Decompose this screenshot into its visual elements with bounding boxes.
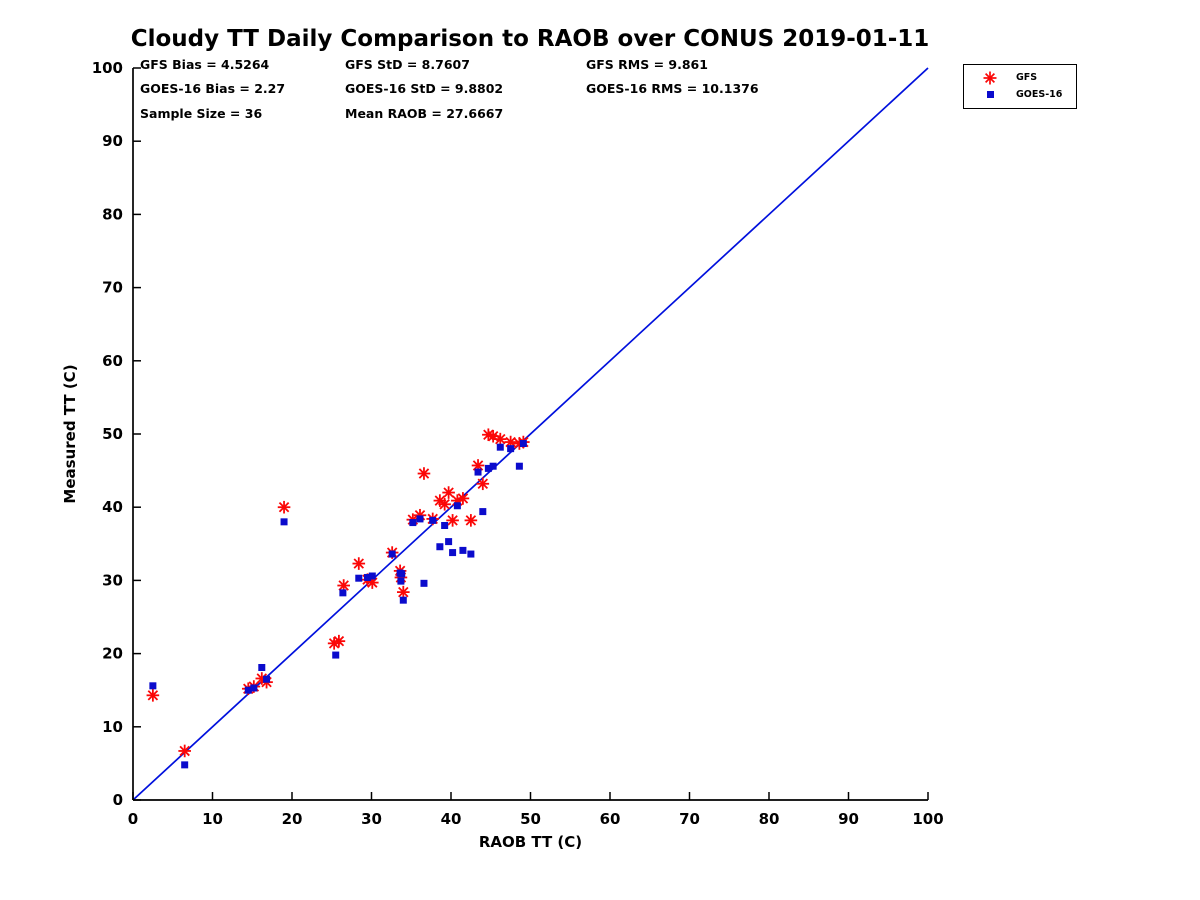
- asterisk-marker-icon: [964, 70, 1016, 86]
- x-tick-label: 80: [759, 810, 780, 828]
- y-tick-label: 70: [102, 279, 123, 297]
- chart-title: Cloudy TT Daily Comparison to RAOB over …: [130, 26, 930, 52]
- x-tick-label: 60: [600, 810, 621, 828]
- y-tick-label: 60: [102, 352, 123, 370]
- goes16-series: [149, 440, 527, 769]
- y-tick-label: 10: [102, 718, 123, 736]
- x-tick-label: 30: [361, 810, 382, 828]
- y-axis-label: Measured TT (C): [61, 364, 79, 503]
- y-tick-label: 100: [92, 59, 123, 77]
- x-tick-label: 20: [282, 810, 303, 828]
- x-axis: 0 10 20 30 40 50 60 70 80 90 100: [128, 792, 944, 828]
- legend-label-goes16: GOES-16: [1016, 89, 1063, 100]
- y-tick-label: 40: [102, 498, 123, 516]
- x-tick-label: 0: [128, 810, 138, 828]
- stat-goes16-rms: GOES-16 RMS = 10.1376: [586, 81, 759, 96]
- legend-label-gfs: GFS: [1016, 72, 1038, 83]
- stat-gfs-std: GFS StD = 8.7607: [345, 57, 470, 72]
- y-tick-label: 50: [102, 425, 123, 443]
- x-axis-label: RAOB TT (C): [479, 833, 582, 851]
- stat-goes16-bias: GOES-16 Bias = 2.27: [140, 81, 286, 96]
- y-tick-label: 80: [102, 205, 123, 223]
- x-tick-label: 70: [679, 810, 700, 828]
- y-tick-label: 90: [102, 132, 123, 150]
- stat-sample-size: Sample Size = 36: [140, 106, 263, 121]
- legend-item-goes16: GOES-16: [964, 86, 1076, 103]
- stat-gfs-rms: GFS RMS = 9.861: [586, 57, 708, 72]
- x-tick-label: 90: [838, 810, 859, 828]
- legend: GFS GOES-16: [963, 64, 1077, 109]
- stat-goes16-std: GOES-16 StD = 9.8802: [345, 81, 504, 96]
- x-tick-label: 10: [202, 810, 223, 828]
- stat-gfs-bias: GFS Bias = 4.5264: [140, 57, 270, 72]
- y-axis: 0 10 20 30 40 50 60 70 80 90 100: [92, 59, 141, 809]
- y-tick-label: 20: [102, 645, 123, 663]
- square-marker-icon: [964, 91, 1016, 98]
- x-tick-label: 50: [520, 810, 541, 828]
- legend-item-gfs: GFS: [964, 69, 1076, 86]
- x-tick-label: 40: [441, 810, 462, 828]
- y-tick-label: 0: [113, 791, 123, 809]
- y-tick-label: 30: [102, 571, 123, 589]
- stat-mean-raob: Mean RAOB = 27.6667: [345, 106, 504, 121]
- x-tick-label: 100: [912, 810, 943, 828]
- gfs-series: [146, 428, 530, 758]
